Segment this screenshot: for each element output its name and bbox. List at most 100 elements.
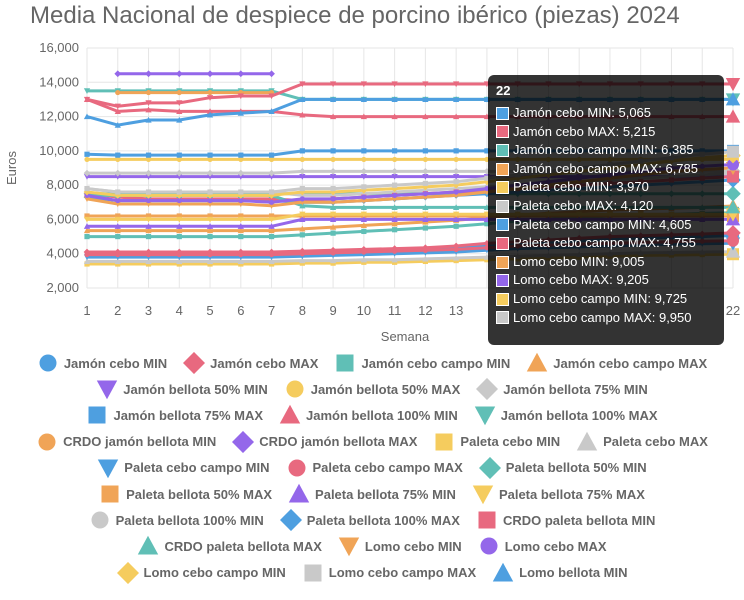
legend-label: Lomo bellota MIN bbox=[519, 565, 628, 581]
legend-item[interactable]: Lomo cebo MAX bbox=[478, 535, 607, 557]
legend-marker bbox=[472, 485, 494, 505]
legend-marker-shape bbox=[288, 483, 310, 503]
y-axis-ticks: 2,000 4,000 6,000 8,000 10,000 12,000 14,000 16… bbox=[39, 40, 79, 295]
x-tick-label: 12 bbox=[418, 303, 432, 318]
legend-marker-shape bbox=[98, 459, 119, 479]
y-tick-label: 8,000 bbox=[46, 177, 79, 192]
legend-item[interactable]: Paleta bellota 50% MAX bbox=[99, 483, 272, 505]
point-lomo-bellota-min bbox=[145, 116, 152, 123]
legend-marker-shape bbox=[336, 354, 354, 372]
legend-row: Lomo cebo campo MIN Lomo cebo campo MAX Lo… bbox=[0, 560, 744, 586]
point-paleta-bellota-75pct-max bbox=[453, 211, 460, 218]
legend-item[interactable]: Lomo bellota MIN bbox=[492, 562, 628, 584]
point-lomo-cebo-min bbox=[299, 199, 306, 206]
chart-title: Media Nacional de despiece de porcino ib… bbox=[30, 2, 680, 29]
point-lomo-bellota-max bbox=[453, 81, 460, 88]
legend-item[interactable]: Jamón bellota 100% MAX bbox=[474, 404, 658, 426]
legend-label: Lomo cebo MAX bbox=[504, 538, 607, 554]
legend-label: Paleta bellota 100% MAX bbox=[306, 512, 460, 528]
legend-item[interactable]: Jamón bellota 75% MAX bbox=[86, 404, 263, 426]
legend-item[interactable]: Jamón cebo MIN bbox=[37, 352, 167, 374]
point-jamon-cebo-campo-min bbox=[422, 225, 428, 231]
point-jamon-cebo-campo-min bbox=[238, 233, 244, 240]
point-lomo-bellota-max bbox=[329, 81, 337, 88]
point-jamon-cebo-campo-min bbox=[84, 233, 90, 240]
point-lomo-cebo-campo-max bbox=[84, 185, 90, 192]
x-tick-label: 11 bbox=[388, 303, 402, 318]
active-point-paleta-cebo-campo-max bbox=[727, 234, 739, 247]
point-lomo-bellota-min bbox=[268, 108, 275, 115]
tooltip-rows: Jamón cebo MIN: 5,065 Jamón cebo MAX: 5,2… bbox=[496, 104, 716, 327]
legend-item[interactable]: CRDO paleta bellota MIN bbox=[476, 509, 655, 531]
legend-item[interactable]: Paleta bellota 75% MIN bbox=[288, 483, 456, 505]
point-lomo-cebo-campo-max bbox=[238, 189, 244, 195]
point-jamon-cebo-campo-max bbox=[360, 222, 367, 229]
point-lomo-bellota-max bbox=[145, 100, 152, 106]
point-paleta-bellota-50pct-max bbox=[268, 213, 275, 219]
legend-item[interactable]: Jamón bellota 50% MAX bbox=[284, 378, 460, 400]
x-tick-label: 3 bbox=[145, 303, 152, 318]
legend-item[interactable]: Paleta bellota 50% MIN bbox=[478, 456, 647, 479]
point-jamon-bellota-50pct-min bbox=[360, 173, 367, 180]
legend-item[interactable]: Paleta cebo MAX bbox=[576, 431, 708, 453]
point-paleta-cebo-campo-max bbox=[145, 251, 152, 258]
legend-item[interactable]: CRDO paleta bellota MAX bbox=[137, 535, 322, 557]
tooltip-label: Lomo cebo MIN: 9,005 bbox=[513, 253, 645, 269]
legend-marker-shape bbox=[183, 352, 206, 375]
legend-label: Jamón bellota 75% MAX bbox=[113, 407, 264, 423]
y-axis-title: Euros bbox=[4, 151, 19, 185]
tooltip-row: Lomo cebo campo MAX: 9,950 bbox=[496, 309, 716, 328]
legend-marker bbox=[138, 536, 159, 555]
legend-item[interactable]: Paleta cebo MIN bbox=[433, 431, 560, 453]
legend-marker-shape bbox=[279, 405, 301, 424]
legend-item[interactable]: Paleta bellota 100% MAX bbox=[279, 509, 460, 532]
point-paleta-cebo-campo-max bbox=[330, 250, 336, 256]
legend-label: Paleta bellota 75% MIN bbox=[315, 486, 456, 502]
legend-item[interactable]: Jamón cebo MAX bbox=[183, 352, 318, 375]
point-jamon-bellota-50pct-min bbox=[422, 173, 429, 180]
point-lomo-bellota-max bbox=[237, 93, 244, 100]
legend-item[interactable]: Paleta bellota 75% MAX bbox=[472, 483, 645, 505]
point-lomo-bellota-min bbox=[237, 110, 244, 116]
legend-marker bbox=[336, 354, 354, 372]
legend-item[interactable]: Lomo cebo MIN bbox=[338, 535, 462, 557]
legend-item[interactable]: Jamón bellota 75% MIN bbox=[476, 378, 648, 401]
legend-marker bbox=[492, 562, 514, 582]
point-paleta-cebo-campo-max bbox=[392, 248, 398, 254]
legend-item[interactable]: CRDO jamón bellota MAX bbox=[232, 430, 417, 453]
legend-item[interactable]: Paleta cebo campo MAX bbox=[286, 457, 463, 479]
legend-item[interactable]: Jamón bellota 50% MIN bbox=[96, 378, 268, 400]
point-jamon-cebo-campo-max bbox=[206, 227, 214, 234]
legend-item[interactable]: Paleta cebo campo MIN bbox=[97, 457, 270, 479]
point-paleta-bellota-50pct-max bbox=[115, 213, 121, 219]
point-paleta-bellota-75pct-min bbox=[268, 223, 275, 229]
point-paleta-cebo-max bbox=[453, 254, 460, 261]
legend-marker-shape bbox=[472, 485, 494, 505]
point-lomo-cebo-campo-max bbox=[453, 179, 459, 185]
point-lomo-bellota-max bbox=[114, 103, 121, 110]
legend-marker bbox=[91, 511, 109, 529]
point-jamon-bellota-75pct-max bbox=[392, 148, 398, 154]
point-jamon-bellota-100pct-min bbox=[299, 111, 306, 118]
point-lomo-cebo-min bbox=[83, 196, 91, 202]
point-jamon-bellota-75pct-min bbox=[175, 169, 183, 177]
legend-item[interactable]: Jamón cebo campo MAX bbox=[526, 352, 707, 374]
point-paleta-bellota-75pct-max bbox=[391, 211, 398, 218]
active-point-crdo-paleta-bellota-min bbox=[727, 170, 739, 183]
point-jamon-bellota-50pct-min bbox=[329, 173, 337, 180]
point-paleta-cebo-max bbox=[268, 258, 275, 265]
legend-item[interactable]: Lomo cebo campo MIN bbox=[116, 561, 286, 584]
point-jamon-bellota-50pct-max bbox=[361, 156, 367, 163]
legend-label: Jamón bellota 50% MIN bbox=[123, 381, 268, 397]
legend-item[interactable]: Jamón bellota 100% MIN bbox=[279, 404, 458, 426]
legend-item[interactable]: Lomo cebo campo MAX bbox=[302, 562, 476, 584]
point-paleta-cebo-campo-max bbox=[361, 249, 367, 255]
legend-item[interactable]: Jamón cebo campo MIN bbox=[334, 352, 510, 374]
point-paleta-bellota-75pct-min bbox=[145, 223, 152, 229]
active-point-lomo-cebo-campo-max bbox=[727, 145, 739, 158]
legend-item[interactable]: CRDO jamón bellota MIN bbox=[36, 431, 216, 453]
legend-item[interactable]: Paleta bellota 100% MIN bbox=[89, 509, 264, 531]
x-tick-label: 2 bbox=[114, 303, 121, 318]
legend-label: CRDO paleta bellota MIN bbox=[502, 512, 656, 528]
tooltip-swatch bbox=[496, 218, 509, 232]
